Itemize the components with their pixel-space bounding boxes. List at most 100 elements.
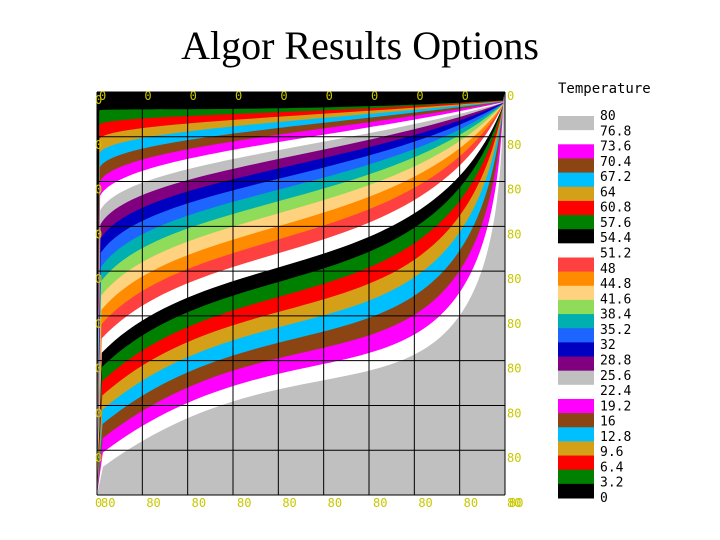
plot-tick-labels: 0 0 0 0 0 0 0 0 0 0000000000080808080808080808080… — [95, 89, 523, 510]
legend-label: 38.4 — [600, 308, 631, 323]
right-tick-label: 80 — [507, 362, 521, 376]
legend-label: 19.2 — [600, 399, 631, 414]
top-tick-label: 0 — [235, 89, 242, 103]
top-tick-label: 0 — [190, 89, 197, 103]
left-tick-label: 0 — [95, 183, 102, 197]
legend-label: 64 — [600, 185, 616, 200]
top-tick-label: 0 — [280, 89, 287, 103]
legend-label: 0 — [600, 491, 608, 506]
top-tick-label: 0 — [462, 89, 469, 103]
bottom-tick-label: 80 — [282, 496, 296, 510]
bottom-tick-label: 80 — [328, 496, 342, 510]
left-tick-label: 0 — [95, 138, 102, 152]
legend-swatch — [558, 413, 594, 428]
bottom-tick-label: 80 — [464, 496, 478, 510]
contour-bands — [97, 92, 505, 495]
left-tick-label: 0 — [95, 93, 102, 107]
top-tick-label: 0 — [326, 89, 333, 103]
left-tick-label: 0 — [95, 317, 102, 331]
legend-labels: 8076.873.670.467.26460.857.654.451.24844… — [600, 109, 631, 506]
legend-label: 3.2 — [600, 476, 623, 491]
bottom-tick-label: 80 — [146, 496, 160, 510]
plot-grid — [96, 91, 506, 496]
left-tick-label: 0 — [95, 496, 102, 510]
legend-label: 54.4 — [600, 231, 631, 246]
legend-label: 25.6 — [600, 369, 631, 384]
legend-label: 35.2 — [600, 323, 631, 338]
legend-label: 32 — [600, 338, 616, 353]
temperature-legend: Temperature 8076.873.670.467.26460.857.6… — [558, 81, 651, 506]
legend-label: 70.4 — [600, 155, 631, 170]
legend-swatch — [558, 427, 594, 442]
bottom-tick-label: 80 — [373, 496, 387, 510]
legend-label: 12.8 — [600, 430, 631, 445]
legend-label: 73.6 — [600, 140, 631, 155]
legend-swatch — [558, 455, 594, 471]
right-tick-label: 80 — [507, 138, 521, 152]
right-tick-label: 80 — [507, 227, 521, 241]
top-tick-label: 0 — [416, 89, 423, 103]
legend-label: 28.8 — [600, 353, 631, 368]
legend-swatch — [558, 229, 594, 244]
left-tick-label: 0 — [95, 227, 102, 241]
legend-swatch — [558, 243, 594, 258]
legend-label: 22.4 — [600, 384, 631, 399]
legend-swatch — [558, 172, 594, 188]
legend-swatch — [558, 398, 594, 414]
legend-label: 41.6 — [600, 292, 631, 307]
bottom-tick-label: 80 — [509, 496, 523, 510]
legend-swatch — [558, 200, 594, 216]
legend-swatch — [558, 342, 594, 358]
legend-label: 51.2 — [600, 247, 631, 262]
right-tick-label: 80 — [507, 317, 521, 331]
legend-label: 16 — [600, 415, 616, 430]
legend-swatch — [558, 469, 594, 485]
legend-swatches — [558, 116, 594, 499]
legend-swatch — [558, 370, 594, 386]
legend-swatch — [558, 328, 594, 343]
legend-swatch — [558, 158, 594, 174]
legend-swatch — [558, 441, 594, 457]
legend-swatch — [558, 285, 594, 301]
right-tick-label: 80 — [507, 406, 521, 420]
bottom-tick-label: 80 — [418, 496, 432, 510]
legend-swatch — [558, 116, 594, 131]
bottom-tick-label: 80 — [237, 496, 251, 510]
legend-swatch — [558, 356, 594, 372]
legend-label: 60.8 — [600, 201, 631, 216]
legend-label: 6.4 — [600, 460, 624, 475]
right-tick-label: 80 — [507, 451, 521, 465]
legend-label: 9.6 — [600, 445, 623, 460]
left-tick-label: 0 — [95, 272, 102, 286]
legend-label: 57.6 — [600, 216, 631, 231]
right-tick-label: 80 — [507, 272, 521, 286]
top-tick-label: 0 — [99, 89, 106, 103]
right-tick-label: 80 — [507, 183, 521, 197]
legend-label: 44.8 — [600, 277, 631, 292]
legend-label: 80 — [600, 109, 616, 124]
legend-swatch — [558, 384, 594, 400]
legend-swatch — [558, 483, 594, 499]
top-tick-label: 0 — [371, 89, 378, 103]
legend-swatch — [558, 186, 594, 202]
legend-label: 67.2 — [600, 170, 631, 185]
left-tick-label: 0 — [95, 362, 102, 376]
bottom-tick-label: 80 — [192, 496, 206, 510]
legend-swatch — [558, 271, 594, 287]
legend-label: 48 — [600, 262, 616, 277]
legend-title: Temperature — [558, 81, 651, 97]
legend-label: 76.8 — [600, 124, 631, 139]
right-tick-label: 80 — [507, 496, 521, 510]
left-tick-label: 0 — [95, 406, 102, 420]
slide-title: Algor Results Options — [181, 23, 539, 68]
bottom-tick-label: 80 — [101, 496, 115, 510]
legend-swatch — [558, 257, 594, 273]
legend-swatch — [558, 144, 594, 159]
legend-swatch — [558, 314, 594, 329]
contour-band — [97, 92, 505, 495]
legend-swatch — [558, 130, 594, 145]
top-tick-label: 0 — [507, 89, 514, 103]
left-tick-label: 0 — [95, 451, 102, 465]
top-tick-label: 0 — [144, 89, 151, 103]
legend-swatch — [558, 299, 594, 315]
